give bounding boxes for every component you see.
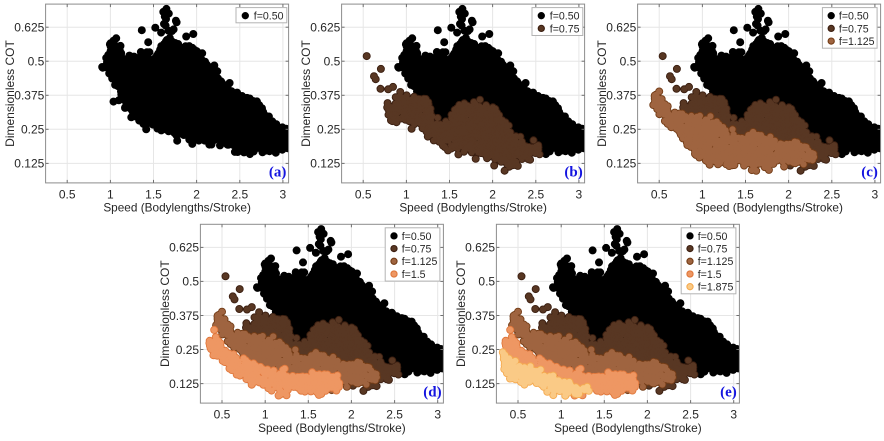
svg-text:f=1.5: f=1.5 bbox=[402, 269, 426, 281]
svg-text:1.5: 1.5 bbox=[145, 188, 162, 202]
svg-text:2.5: 2.5 bbox=[682, 408, 699, 422]
svg-text:0.375: 0.375 bbox=[465, 309, 495, 323]
svg-text:1: 1 bbox=[558, 408, 565, 422]
svg-text:f=1.5: f=1.5 bbox=[698, 269, 722, 281]
svg-text:0.25: 0.25 bbox=[21, 123, 45, 137]
svg-text:0.375: 0.375 bbox=[606, 89, 636, 103]
svg-text:1.5: 1.5 bbox=[737, 188, 754, 202]
svg-text:f=0.50: f=0.50 bbox=[254, 11, 284, 23]
svg-text:0.5: 0.5 bbox=[355, 188, 372, 202]
svg-text:f=0.75: f=0.75 bbox=[550, 23, 580, 35]
svg-text:0.125: 0.125 bbox=[606, 157, 636, 171]
svg-text:0.125: 0.125 bbox=[465, 377, 495, 391]
svg-text:Speed (Bodylengths/Stroke): Speed (Bodylengths/Stroke) bbox=[399, 201, 547, 215]
svg-text:0.5: 0.5 bbox=[324, 55, 341, 69]
svg-text:0.25: 0.25 bbox=[613, 123, 637, 137]
svg-text:0.25: 0.25 bbox=[472, 343, 496, 357]
svg-text:(d): (d) bbox=[423, 385, 441, 401]
svg-text:0.625: 0.625 bbox=[169, 241, 199, 255]
svg-text:f=1.125: f=1.125 bbox=[402, 256, 438, 268]
svg-text:f=1.125: f=1.125 bbox=[698, 256, 734, 268]
svg-text:0.5: 0.5 bbox=[510, 408, 527, 422]
svg-text:0.375: 0.375 bbox=[169, 309, 199, 323]
svg-text:(a): (a) bbox=[269, 165, 287, 181]
svg-text:3: 3 bbox=[872, 188, 879, 202]
svg-text:1.5: 1.5 bbox=[441, 188, 458, 202]
svg-text:0.125: 0.125 bbox=[169, 377, 199, 391]
svg-text:1: 1 bbox=[403, 188, 410, 202]
svg-text:0.5: 0.5 bbox=[478, 275, 495, 289]
svg-text:2: 2 bbox=[644, 408, 651, 422]
svg-text:Dimensionless COT: Dimensionless COT bbox=[158, 260, 172, 367]
svg-text:Speed (Bodylengths/Stroke): Speed (Bodylengths/Stroke) bbox=[554, 421, 702, 435]
svg-text:1: 1 bbox=[699, 188, 706, 202]
svg-text:0.625: 0.625 bbox=[606, 21, 636, 35]
svg-text:0.625: 0.625 bbox=[465, 241, 495, 255]
svg-text:Speed (Bodylengths/Stroke): Speed (Bodylengths/Stroke) bbox=[695, 201, 843, 215]
svg-text:0.5: 0.5 bbox=[214, 408, 231, 422]
svg-text:Dimensionless COT: Dimensionless COT bbox=[3, 39, 17, 146]
svg-text:1: 1 bbox=[262, 408, 269, 422]
svg-text:0.625: 0.625 bbox=[310, 21, 340, 35]
svg-text:0.5: 0.5 bbox=[620, 55, 637, 69]
svg-text:2: 2 bbox=[489, 188, 496, 202]
svg-text:0.375: 0.375 bbox=[310, 89, 340, 103]
svg-text:3: 3 bbox=[280, 188, 287, 202]
svg-text:(e): (e) bbox=[720, 385, 737, 401]
svg-text:3: 3 bbox=[730, 408, 737, 422]
svg-text:1.5: 1.5 bbox=[596, 408, 613, 422]
svg-text:0.625: 0.625 bbox=[14, 21, 44, 35]
svg-text:Speed (Bodylengths/Stroke): Speed (Bodylengths/Stroke) bbox=[258, 421, 406, 435]
svg-text:0.5: 0.5 bbox=[28, 55, 45, 69]
svg-text:f=0.75: f=0.75 bbox=[402, 244, 432, 256]
svg-text:0.25: 0.25 bbox=[176, 343, 200, 357]
svg-text:0.5: 0.5 bbox=[651, 188, 668, 202]
svg-text:0.25: 0.25 bbox=[317, 123, 341, 137]
svg-text:0.375: 0.375 bbox=[14, 89, 44, 103]
svg-text:(c): (c) bbox=[861, 165, 878, 181]
svg-text:2: 2 bbox=[785, 188, 792, 202]
svg-text:1: 1 bbox=[107, 188, 114, 202]
svg-text:Dimensionless COT: Dimensionless COT bbox=[595, 39, 609, 146]
svg-text:(b): (b) bbox=[564, 165, 582, 181]
svg-text:2.5: 2.5 bbox=[527, 188, 544, 202]
svg-text:f=0.50: f=0.50 bbox=[839, 11, 869, 23]
svg-text:f=1.875: f=1.875 bbox=[698, 282, 734, 294]
svg-text:f=0.50: f=0.50 bbox=[698, 231, 728, 243]
svg-text:0.125: 0.125 bbox=[310, 157, 340, 171]
svg-text:0.125: 0.125 bbox=[14, 157, 44, 171]
svg-text:0.5: 0.5 bbox=[59, 188, 76, 202]
svg-text:f=0.75: f=0.75 bbox=[839, 23, 869, 35]
svg-text:2: 2 bbox=[348, 408, 355, 422]
svg-text:0.5: 0.5 bbox=[182, 275, 199, 289]
svg-text:3: 3 bbox=[434, 408, 441, 422]
svg-text:f=0.50: f=0.50 bbox=[550, 11, 580, 23]
svg-text:f=0.50: f=0.50 bbox=[402, 231, 432, 243]
svg-text:f=0.75: f=0.75 bbox=[698, 244, 728, 256]
svg-text:f=1.125: f=1.125 bbox=[839, 36, 875, 48]
svg-text:1.5: 1.5 bbox=[300, 408, 317, 422]
svg-text:2: 2 bbox=[193, 188, 200, 202]
svg-text:3: 3 bbox=[576, 188, 583, 202]
svg-text:Speed (Bodylengths/Stroke): Speed (Bodylengths/Stroke) bbox=[103, 201, 251, 215]
svg-text:2.5: 2.5 bbox=[386, 408, 403, 422]
svg-text:2.5: 2.5 bbox=[823, 188, 840, 202]
svg-text:Dimensionless COT: Dimensionless COT bbox=[454, 260, 468, 367]
svg-text:2.5: 2.5 bbox=[231, 188, 248, 202]
svg-text:Dimensionless COT: Dimensionless COT bbox=[299, 39, 313, 146]
